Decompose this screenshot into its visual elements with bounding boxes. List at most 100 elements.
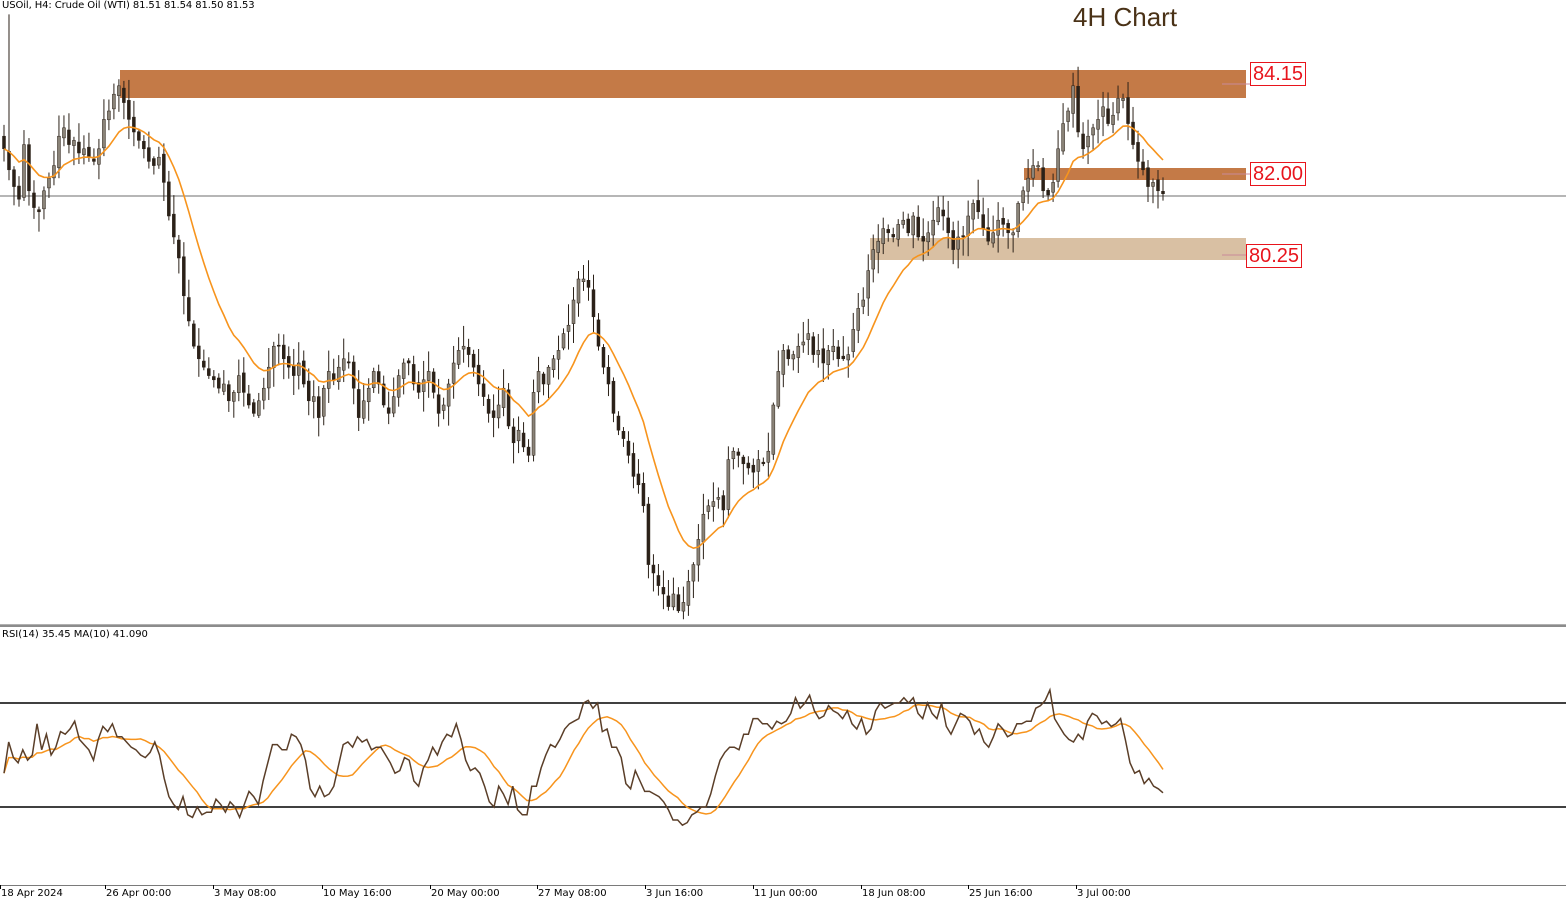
candle-body bbox=[292, 365, 296, 376]
candle-body bbox=[541, 373, 546, 385]
candle-body bbox=[1091, 127, 1095, 136]
candle-body bbox=[117, 85, 121, 96]
candle-body bbox=[726, 459, 731, 510]
candle-body bbox=[1136, 142, 1140, 162]
time-axis[interactable] bbox=[0, 885, 1566, 905]
candle-body bbox=[32, 192, 36, 208]
time-tick-label: 25 Jun 16:00 bbox=[969, 888, 1033, 899]
candle-body bbox=[826, 350, 831, 365]
price-zone-82-00 bbox=[1024, 168, 1246, 180]
candle-body bbox=[316, 396, 321, 418]
candle-body bbox=[1096, 119, 1100, 130]
candle-body bbox=[641, 483, 646, 507]
candle-body bbox=[621, 431, 626, 439]
candle-body bbox=[192, 323, 196, 347]
candle-body bbox=[237, 375, 241, 393]
candle-body bbox=[212, 376, 216, 381]
candle-body bbox=[67, 129, 71, 145]
candle-body bbox=[531, 392, 536, 456]
candle-body bbox=[272, 345, 276, 368]
candle-body bbox=[966, 215, 970, 236]
price-chart-panel[interactable] bbox=[0, 0, 1566, 624]
candle-body bbox=[1021, 190, 1025, 203]
candle-body bbox=[267, 366, 271, 389]
candle-body bbox=[661, 587, 666, 595]
candle-body bbox=[446, 383, 451, 407]
candle-body bbox=[1041, 167, 1045, 192]
candle-body bbox=[536, 371, 541, 393]
candle-body bbox=[506, 389, 511, 427]
time-tick-label: 18 Apr 2024 bbox=[1, 888, 63, 899]
candle-body bbox=[311, 396, 316, 402]
candle-body bbox=[62, 127, 66, 139]
candle-body bbox=[182, 256, 186, 297]
time-tick-label: 26 Apr 00:00 bbox=[106, 888, 172, 899]
candle-body bbox=[461, 345, 466, 350]
candle-body bbox=[706, 505, 711, 512]
candle-body bbox=[871, 249, 875, 270]
candle-body bbox=[516, 429, 521, 442]
price-chart-canvas[interactable] bbox=[0, 0, 1566, 624]
candle-body bbox=[761, 461, 766, 465]
candle-body bbox=[391, 396, 396, 414]
candle-body bbox=[406, 360, 411, 364]
candle-body bbox=[187, 297, 191, 322]
rsi-line bbox=[3, 687, 1164, 827]
candle-body bbox=[571, 299, 576, 324]
candle-body bbox=[1111, 114, 1115, 125]
candle-body bbox=[42, 190, 46, 210]
candle-body bbox=[806, 333, 811, 340]
candle-body bbox=[991, 232, 995, 244]
candle-body bbox=[926, 232, 930, 243]
candle-body bbox=[611, 380, 616, 414]
candle-body bbox=[1126, 97, 1130, 124]
candle-body bbox=[1106, 108, 1110, 124]
candle-body bbox=[421, 379, 426, 392]
candle-body bbox=[636, 473, 641, 486]
candle-body bbox=[27, 144, 31, 192]
candle-body bbox=[831, 345, 836, 352]
candle-body bbox=[122, 87, 126, 103]
candle-body bbox=[521, 432, 526, 448]
candle-body bbox=[107, 110, 111, 121]
candle-body bbox=[92, 158, 96, 162]
candle-body bbox=[906, 218, 910, 234]
candle-body bbox=[436, 394, 441, 414]
candle-body bbox=[526, 446, 531, 456]
candle-body bbox=[1076, 85, 1080, 133]
candlesticks bbox=[2, 14, 1165, 620]
candle-body bbox=[1146, 167, 1150, 187]
candle-body bbox=[701, 513, 706, 543]
candle-body bbox=[456, 350, 461, 365]
candle-body bbox=[381, 383, 386, 406]
candle-body bbox=[1011, 232, 1015, 236]
candle-body bbox=[227, 384, 231, 402]
candle-body bbox=[386, 407, 391, 414]
candle-body bbox=[691, 564, 696, 582]
candle-body bbox=[951, 230, 955, 250]
candle-body bbox=[736, 451, 741, 456]
candle-body bbox=[931, 219, 935, 236]
candle-body bbox=[626, 440, 631, 456]
candle-body bbox=[916, 216, 920, 238]
candle-body bbox=[167, 181, 171, 217]
time-tick-mark bbox=[105, 885, 106, 889]
candle-body bbox=[2, 135, 6, 150]
candle-body bbox=[781, 350, 786, 375]
candle-body bbox=[336, 366, 341, 382]
candle-body bbox=[961, 235, 965, 238]
candle-body bbox=[72, 140, 76, 146]
candle-body bbox=[1066, 110, 1070, 122]
candle-body bbox=[981, 214, 985, 229]
candle-body bbox=[466, 346, 471, 355]
candle-body bbox=[22, 144, 26, 198]
candle-body bbox=[411, 364, 416, 385]
panel-separator[interactable] bbox=[0, 624, 1566, 627]
candle-body bbox=[816, 350, 821, 355]
candle-body bbox=[376, 371, 381, 385]
candle-body bbox=[731, 450, 736, 460]
candle-body bbox=[496, 404, 501, 419]
rsi-indicator-panel[interactable] bbox=[0, 627, 1566, 885]
time-tick-mark bbox=[861, 885, 862, 889]
rsi-chart-canvas[interactable] bbox=[0, 627, 1566, 885]
